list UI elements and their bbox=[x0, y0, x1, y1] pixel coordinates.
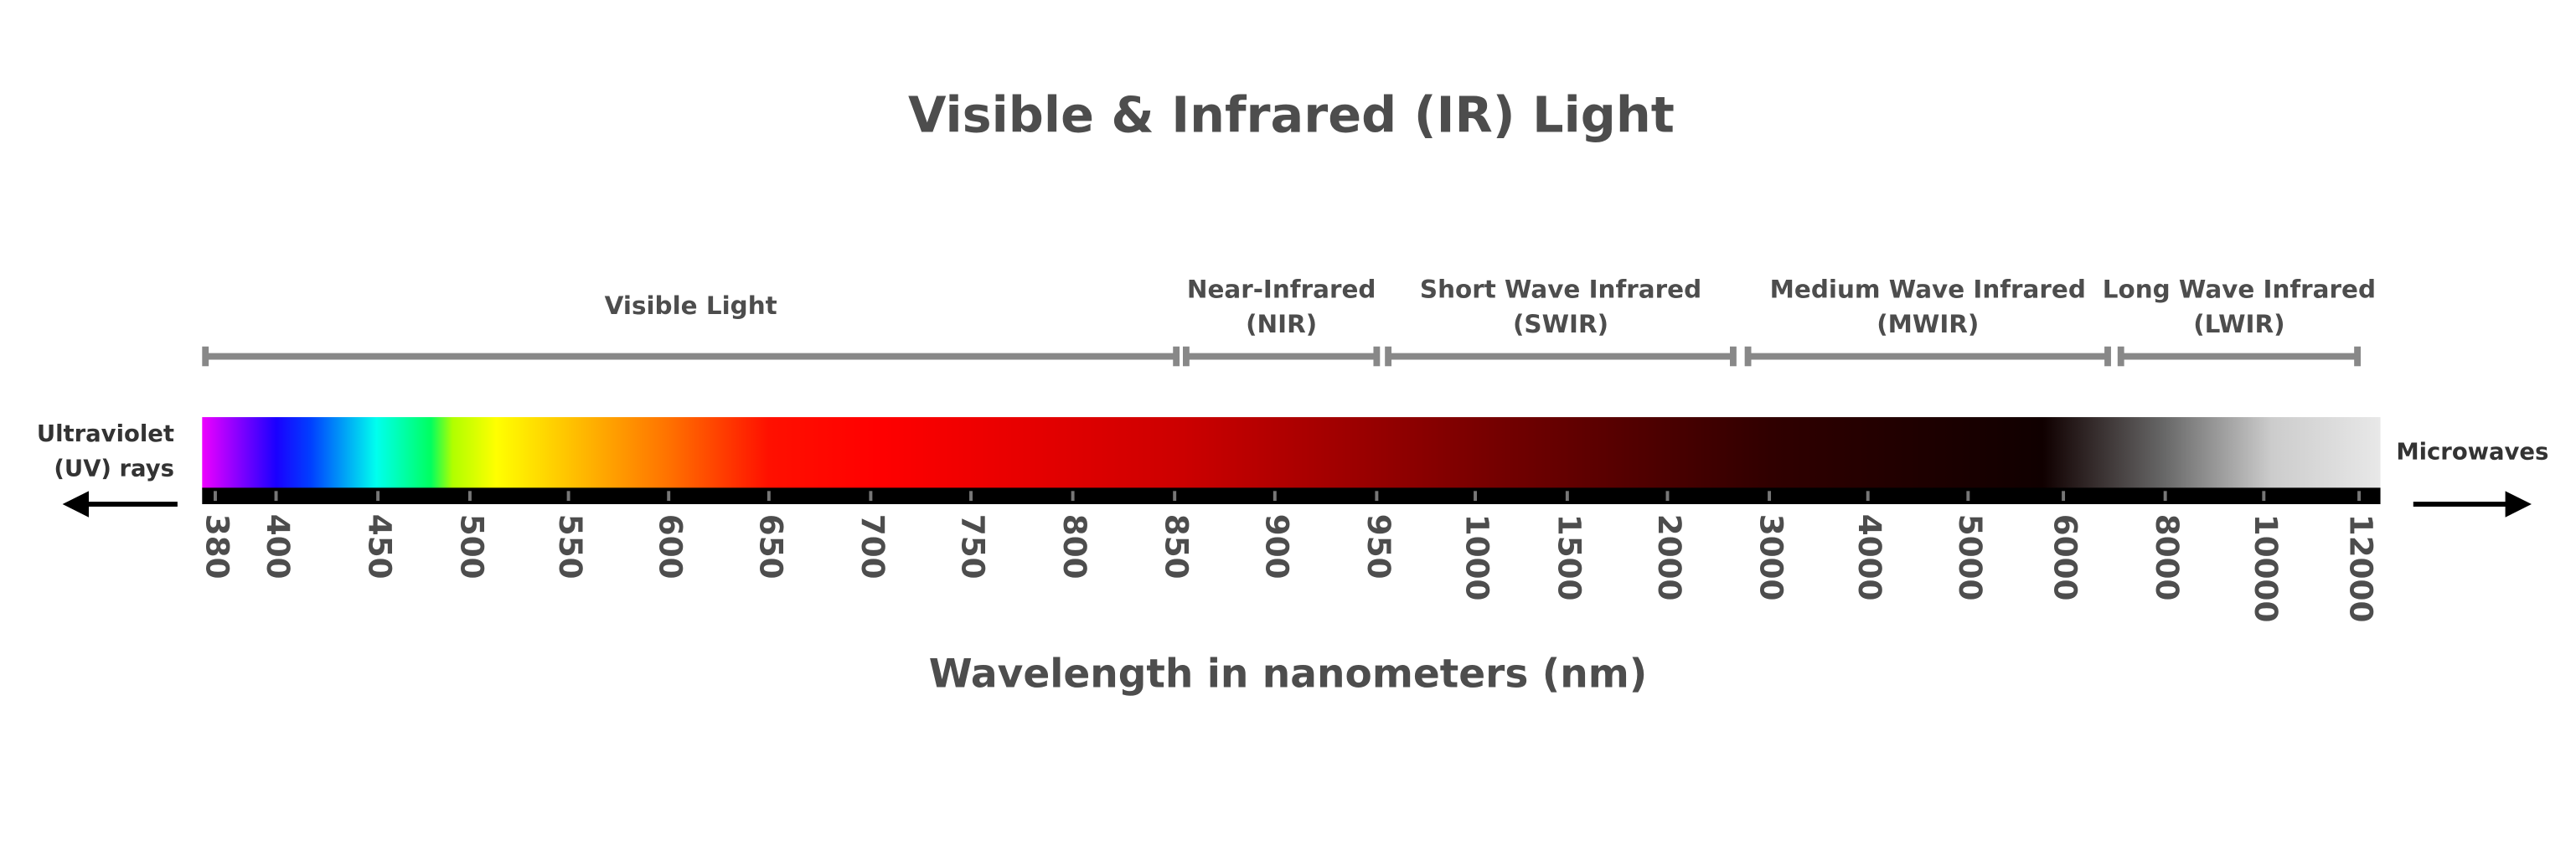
tick-label: 750 bbox=[955, 514, 992, 580]
tick-label: 850 bbox=[1159, 514, 1195, 580]
band-label: Long Wave Infrared bbox=[2103, 276, 2376, 304]
spectrum-bar bbox=[202, 417, 2381, 490]
tick-label: 380 bbox=[199, 514, 235, 580]
band-label: Short Wave Infrared bbox=[1420, 276, 1701, 304]
tick-label: 500 bbox=[453, 514, 490, 580]
tick-label: 12000 bbox=[2343, 514, 2380, 623]
tick-label: 600 bbox=[653, 514, 689, 580]
tick-label: 1500 bbox=[1551, 514, 1587, 601]
band-label: (MWIR) bbox=[1877, 310, 1979, 338]
band-label: Medium Wave Infrared bbox=[1770, 276, 2086, 304]
tick-label: 550 bbox=[552, 514, 589, 580]
tick-label: 700 bbox=[854, 514, 891, 580]
scale-strip bbox=[202, 487, 2381, 505]
left-label: (UV) rays bbox=[54, 456, 174, 482]
tick-label: 2000 bbox=[1651, 514, 1688, 601]
band-label: (LWIR) bbox=[2193, 310, 2284, 338]
right-arrow bbox=[2413, 491, 2532, 518]
tick-label: 1000 bbox=[1459, 514, 1496, 601]
band-label: Visible Light bbox=[605, 291, 777, 320]
tick-label: 650 bbox=[752, 514, 789, 580]
axis-label: Wavelength in nanometers (nm) bbox=[929, 651, 1648, 697]
tick-label: 8000 bbox=[2149, 514, 2186, 601]
title: Visible & Infrared (IR) Light bbox=[908, 85, 1675, 143]
right-label: Microwaves bbox=[2396, 440, 2548, 466]
left-arrow bbox=[62, 491, 178, 518]
tick-label: 800 bbox=[1056, 514, 1093, 580]
band-label: (NIR) bbox=[1246, 310, 1317, 338]
tick-label: 5000 bbox=[1952, 514, 1989, 601]
left-label: Ultraviolet bbox=[37, 421, 174, 447]
tick-label: 3000 bbox=[1753, 514, 1790, 601]
tick-label: 4000 bbox=[1851, 514, 1888, 601]
tick-label: 10000 bbox=[2248, 514, 2284, 623]
band-label: Near-Infrared bbox=[1187, 276, 1376, 304]
tick-label: 6000 bbox=[2047, 514, 2084, 601]
tick-label: 950 bbox=[1360, 514, 1397, 580]
tick-label: 400 bbox=[260, 514, 297, 580]
band-label: (SWIR) bbox=[1513, 310, 1608, 338]
tick-label: 900 bbox=[1258, 514, 1295, 580]
tick-label: 450 bbox=[362, 514, 399, 580]
